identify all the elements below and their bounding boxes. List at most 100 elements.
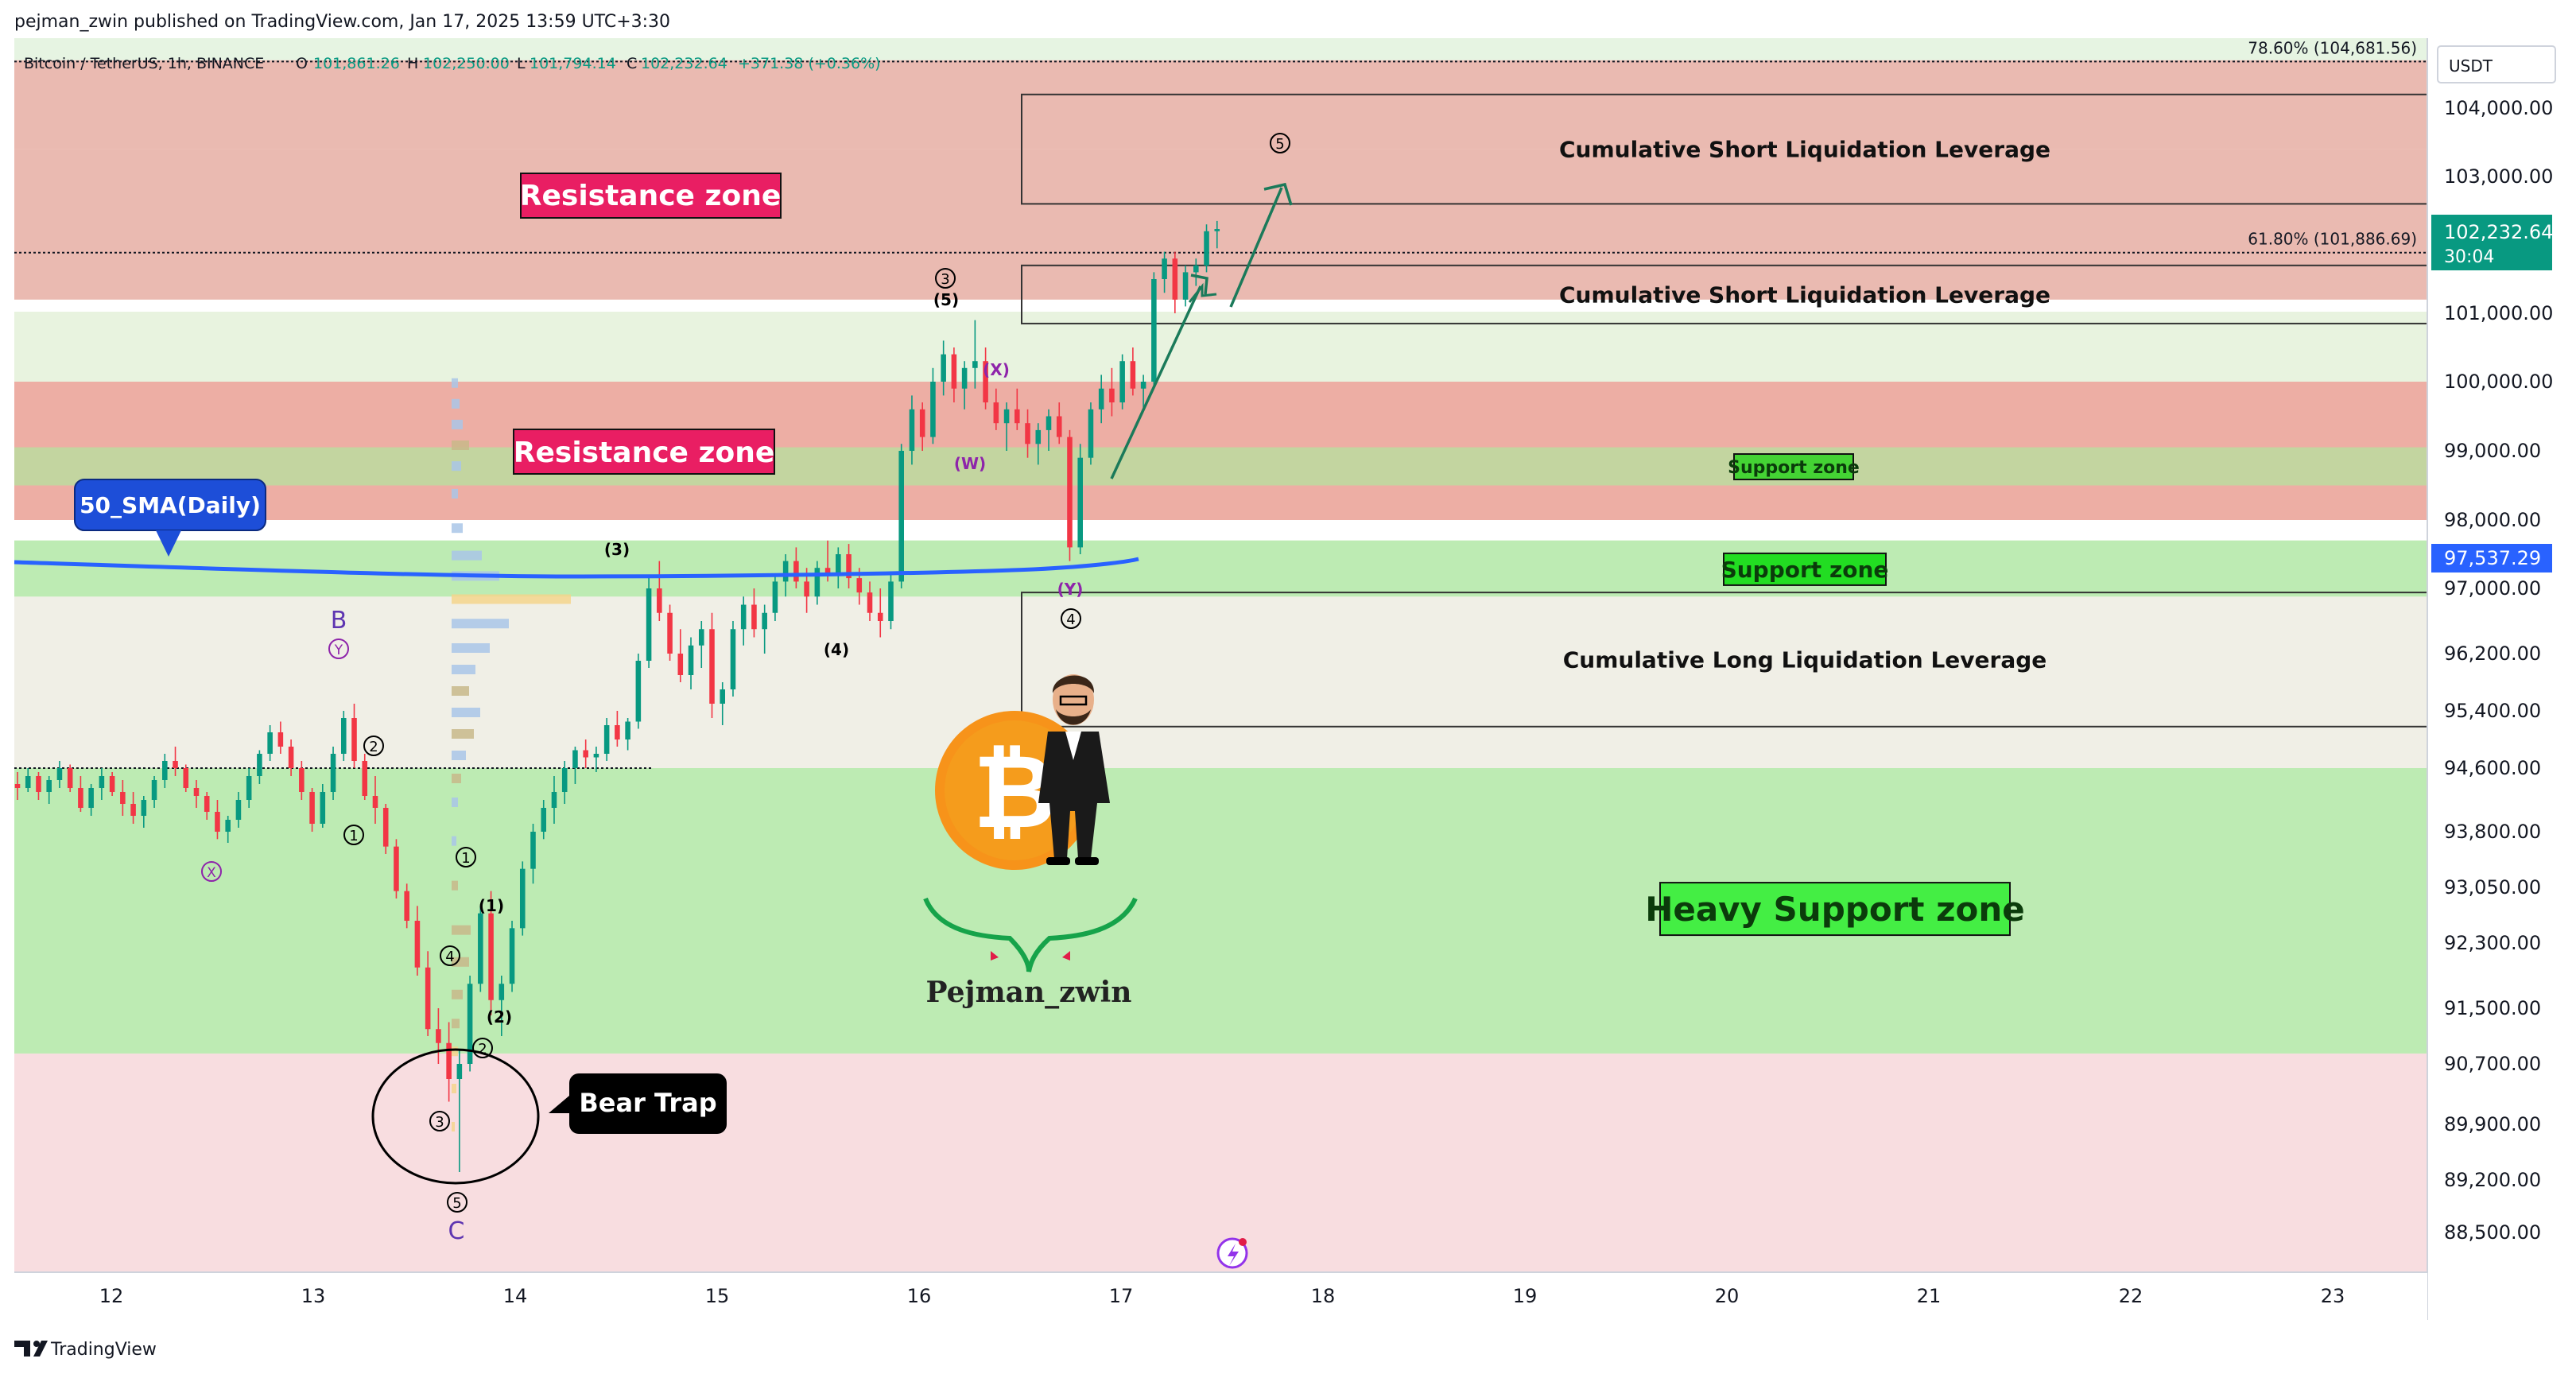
candle-body-14: [162, 761, 168, 780]
x-tick-7: 19: [1513, 1285, 1538, 1307]
resistance-label-1-text: Resistance zone: [520, 180, 781, 212]
fib-label-1: 61.80% (101,886.69): [2248, 230, 2417, 249]
candle-body-94: [1003, 409, 1010, 424]
projection-arrows: [1110, 182, 1293, 479]
ohlc-c-value: 102,232.64: [641, 55, 727, 72]
wave-label-purple-1: X: [207, 865, 216, 881]
candle-body-97: [1035, 429, 1042, 444]
candle-body-88: [941, 354, 946, 382]
y-tick-7: 96,200.00: [2444, 642, 2541, 665]
bear-trap-callout: Bear Trap: [371, 1048, 727, 1185]
wave-label-1: 2: [369, 739, 378, 755]
sma-callout-pointer: [156, 530, 181, 557]
support-label-box-0: [1733, 453, 1854, 481]
candle-body-108: [1151, 279, 1157, 382]
candle-body-41: [446, 1042, 452, 1079]
y-tick-8: 95,400.00: [2444, 700, 2541, 722]
wave-text-7: (Y): [1057, 580, 1084, 599]
projection-arrow-up: [1110, 285, 1202, 479]
volume-profile-bar-2: [452, 419, 463, 429]
tradingview-logo-dot: [33, 1341, 40, 1347]
currency-box[interactable]: [2437, 45, 2556, 83]
candle-body-71: [762, 612, 767, 630]
volume-profile-bar-14: [452, 708, 480, 717]
candle-body-27: [299, 768, 305, 792]
sma-line: [14, 557, 1139, 579]
candle-body-10: [120, 792, 126, 804]
ohlc-legend[interactable]: Bitcoin / TetherUS, 1h, BINANCE O 101,86…: [24, 55, 881, 72]
tradingview-footer[interactable]: TradingView: [14, 1340, 157, 1360]
candle-body-114: [1214, 229, 1220, 231]
zone-resistance-0: [14, 60, 2427, 149]
candle-body-89: [951, 354, 957, 389]
avatar-shoe-right: [1075, 857, 1099, 865]
y-tick-14: 90,700.00: [2444, 1053, 2541, 1075]
lightning-icon[interactable]: [1216, 1237, 1248, 1269]
time-axis[interactable]: [14, 1272, 2427, 1320]
liquidation-label-1: Cumulative Short Liquidation Leverage: [1559, 281, 2050, 308]
volume-profile-bar-6: [452, 523, 463, 534]
author-arc: [923, 897, 1138, 972]
avatar-head: [1053, 674, 1094, 725]
zone-gap-light: [14, 312, 2427, 382]
wave-label-7: 3: [941, 271, 949, 288]
candle-body-22: [246, 776, 252, 800]
wave-text-9: C: [448, 1217, 465, 1245]
x-tick-10: 22: [2119, 1285, 2143, 1307]
y-tick-0: 104,000.00: [2444, 97, 2553, 119]
sma-callout-label: 50_SMA(Daily): [80, 492, 261, 518]
candle-body-68: [730, 629, 736, 689]
zone-resistance-1: [14, 149, 2427, 300]
lightning-icon-dot: [1239, 1238, 1247, 1246]
lightning-icon-bolt[interactable]: [1228, 1244, 1239, 1266]
candle-body-19: [215, 812, 220, 832]
candle-body-36: [394, 846, 399, 891]
x-tick-2: 14: [503, 1285, 528, 1307]
footer-brand[interactable]: TradingView: [50, 1340, 157, 1360]
volume-profile-bar-15: [452, 729, 474, 739]
candle-body-6: [78, 788, 83, 808]
support-label-box-2: [1659, 882, 2011, 937]
candle-body-110: [1172, 258, 1178, 300]
wave-text-6: (W): [954, 454, 986, 473]
y-tick-16: 89,200.00: [2444, 1169, 2541, 1191]
wave-circle-7: [935, 268, 956, 289]
candle-body-43: [467, 984, 473, 1064]
currency-label[interactable]: USDT: [2449, 56, 2493, 76]
ohlc-change: +371.38 (+0.36%): [738, 55, 881, 72]
wave-label-8: 4: [1066, 611, 1075, 628]
wave-circle-3: [440, 945, 460, 966]
y-tick-12: 92,300.00: [2444, 932, 2541, 954]
avatar-shirt: [1065, 732, 1081, 760]
candle-body-83: [888, 581, 894, 621]
author-arc-mark-right: [1062, 951, 1070, 961]
candle-body-40: [436, 1029, 441, 1043]
candle-body-103: [1098, 388, 1104, 409]
bear-trap-label: Bear Trap: [579, 1088, 716, 1118]
candle-body-79: [846, 554, 852, 579]
candle-body-31: [340, 718, 347, 754]
candle-body-49: [530, 832, 536, 869]
candle-body-23: [257, 754, 262, 776]
candle-body-37: [404, 891, 409, 921]
candle-body-111: [1182, 272, 1189, 300]
candle-body-1: [25, 776, 31, 788]
candle-body-54: [583, 750, 588, 758]
candle-body-78: [836, 554, 841, 575]
candle-body-75: [804, 581, 809, 597]
resistance-label-2-text: Resistance zone: [514, 437, 774, 469]
bear-trap-circle: [371, 1048, 540, 1185]
candle-body-74: [793, 561, 799, 582]
candle-body-82: [877, 612, 883, 621]
sma-price-tag: 97,537.29: [2431, 544, 2552, 572]
resistance-label-1-box: [520, 173, 782, 219]
projection-arrow-up-head: [1190, 274, 1208, 295]
candle-body-58: [625, 721, 630, 739]
symbol-label[interactable]: Bitcoin / TetherUS, 1h, BINANCE: [24, 55, 264, 72]
candle-body-104: [1109, 388, 1115, 403]
liquidation-label-2: Cumulative Long Liquidation Leverage: [1563, 646, 2047, 673]
author-name: Pejman_zwin: [926, 976, 1132, 1009]
zone-support-strip-2: [14, 768, 2427, 1054]
candle-body-5: [67, 768, 73, 788]
